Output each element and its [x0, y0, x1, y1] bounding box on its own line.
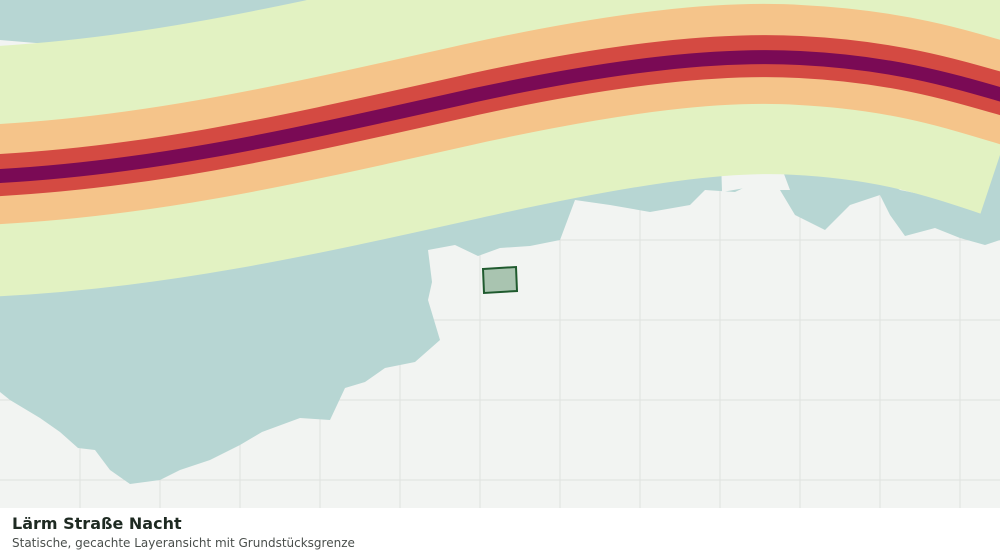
map-title: Lärm Straße Nacht	[12, 514, 182, 533]
map-subtitle: Statische, gecachte Layeransicht mit Gru…	[12, 536, 355, 550]
map	[0, 0, 1000, 508]
parcel-boundary	[481, 265, 519, 295]
caption: Lärm Straße Nacht Statische, gecachte La…	[0, 508, 1000, 560]
noise-bands	[0, 0, 1000, 297]
